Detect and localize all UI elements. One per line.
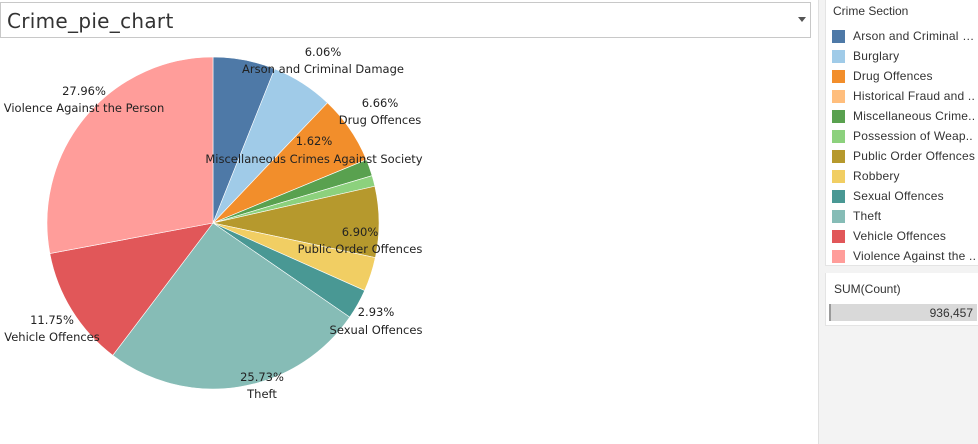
chevron-down-icon[interactable] bbox=[798, 17, 806, 22]
pie-slice[interactable] bbox=[46, 56, 214, 254]
legend-item[interactable]: Arson and Criminal D.. bbox=[832, 26, 978, 46]
slice-percent-label: 27.96% bbox=[62, 84, 106, 98]
legend-swatch bbox=[832, 109, 845, 123]
size-legend-title: SUM(Count) bbox=[834, 282, 901, 296]
size-legend-value: 936,457 bbox=[929, 306, 973, 320]
pie-chart: 6.06% Arson and Criminal Damage 6.66% Drug … bbox=[4, 45, 423, 401]
slice-percent-label: 6.90% bbox=[342, 225, 379, 239]
legend-item[interactable]: Historical Fraud and .. bbox=[832, 86, 978, 106]
slice-name-label: Theft bbox=[246, 387, 277, 401]
legend-label: Historical Fraud and .. bbox=[853, 89, 975, 103]
legend-label: Robbery bbox=[853, 169, 900, 183]
legend-item[interactable]: Robbery bbox=[832, 166, 978, 186]
pie-slice[interactable] bbox=[49, 222, 214, 356]
legend-swatch bbox=[832, 29, 845, 43]
pie-labels: 6.06% Arson and Criminal Damage 6.66% Drug … bbox=[4, 45, 423, 401]
legend-swatch bbox=[832, 249, 845, 263]
slice-name-label: Drug Offences bbox=[339, 113, 422, 127]
slice-name-label: Arson and Criminal Damage bbox=[242, 62, 404, 76]
sheet-title: Crime_pie_chart bbox=[7, 9, 174, 33]
legend-item[interactable]: Possession of Weap.. bbox=[832, 126, 978, 146]
legend-swatch bbox=[832, 169, 845, 183]
legend-item[interactable]: Vehicle Offences bbox=[832, 226, 978, 246]
legend-swatch bbox=[832, 49, 845, 63]
legend-label: Vehicle Offences bbox=[853, 229, 947, 243]
legend-item[interactable]: Miscellaneous Crime.. bbox=[832, 106, 978, 126]
side-panel: Crime Section Arson and Criminal D.. Burg… bbox=[818, 0, 978, 444]
slice-percent-label: 25.73% bbox=[240, 370, 284, 384]
slice-name-label: Miscellaneous Crimes Against Society bbox=[205, 152, 422, 166]
size-legend-bar: 936,457 bbox=[829, 304, 977, 321]
slice-percent-label: 6.06% bbox=[305, 45, 342, 59]
pie-slice[interactable] bbox=[112, 222, 351, 390]
legend-swatch bbox=[832, 129, 845, 143]
slice-percent-label: 11.75% bbox=[30, 313, 74, 327]
legend-label: Miscellaneous Crime.. bbox=[853, 109, 976, 123]
legend-label: Burglary bbox=[853, 49, 900, 63]
legend-item[interactable]: Drug Offences bbox=[832, 66, 978, 86]
legend-list: Arson and Criminal D.. Burglary Drug Offen… bbox=[832, 26, 978, 266]
legend-swatch bbox=[832, 189, 845, 203]
slice-name-label: Vehicle Offences bbox=[4, 330, 100, 344]
legend-label: Drug Offences bbox=[853, 69, 933, 83]
legend-label: Public Order Offences bbox=[853, 149, 976, 163]
color-legend: Crime Section Arson and Criminal D.. Burg… bbox=[825, 0, 978, 266]
slice-name-label: Violence Against the Person bbox=[4, 101, 164, 115]
legend-label: Possession of Weap.. bbox=[853, 129, 973, 143]
legend-item[interactable]: Burglary bbox=[832, 46, 978, 66]
legend-label: Arson and Criminal D.. bbox=[853, 29, 978, 43]
slice-percent-label: 6.66% bbox=[362, 96, 399, 110]
legend-item[interactable]: Public Order Offences bbox=[832, 146, 978, 166]
pie-slices bbox=[46, 56, 380, 390]
legend-swatch bbox=[832, 209, 845, 223]
legend-item[interactable]: Sexual Offences bbox=[832, 186, 978, 206]
legend-swatch bbox=[832, 229, 845, 243]
legend-title: Crime Section bbox=[833, 4, 909, 18]
legend-swatch bbox=[832, 69, 845, 83]
size-legend: SUM(Count) 936,457 bbox=[825, 273, 978, 326]
legend-label: Violence Against the .. bbox=[853, 249, 977, 263]
slice-name-label: Sexual Offences bbox=[330, 323, 423, 337]
legend-swatch bbox=[832, 149, 845, 163]
slice-percent-label: 1.62% bbox=[296, 134, 333, 148]
sheet-title-box[interactable]: Crime_pie_chart bbox=[0, 2, 811, 38]
legend-item[interactable]: Theft bbox=[832, 206, 978, 226]
legend-label: Theft bbox=[853, 209, 882, 223]
legend-label: Sexual Offences bbox=[853, 189, 944, 203]
slice-name-label: Public Order Offences bbox=[298, 242, 423, 256]
slice-percent-label: 2.93% bbox=[358, 305, 395, 319]
legend-item[interactable]: Violence Against the .. bbox=[832, 246, 978, 266]
legend-swatch bbox=[832, 89, 845, 103]
